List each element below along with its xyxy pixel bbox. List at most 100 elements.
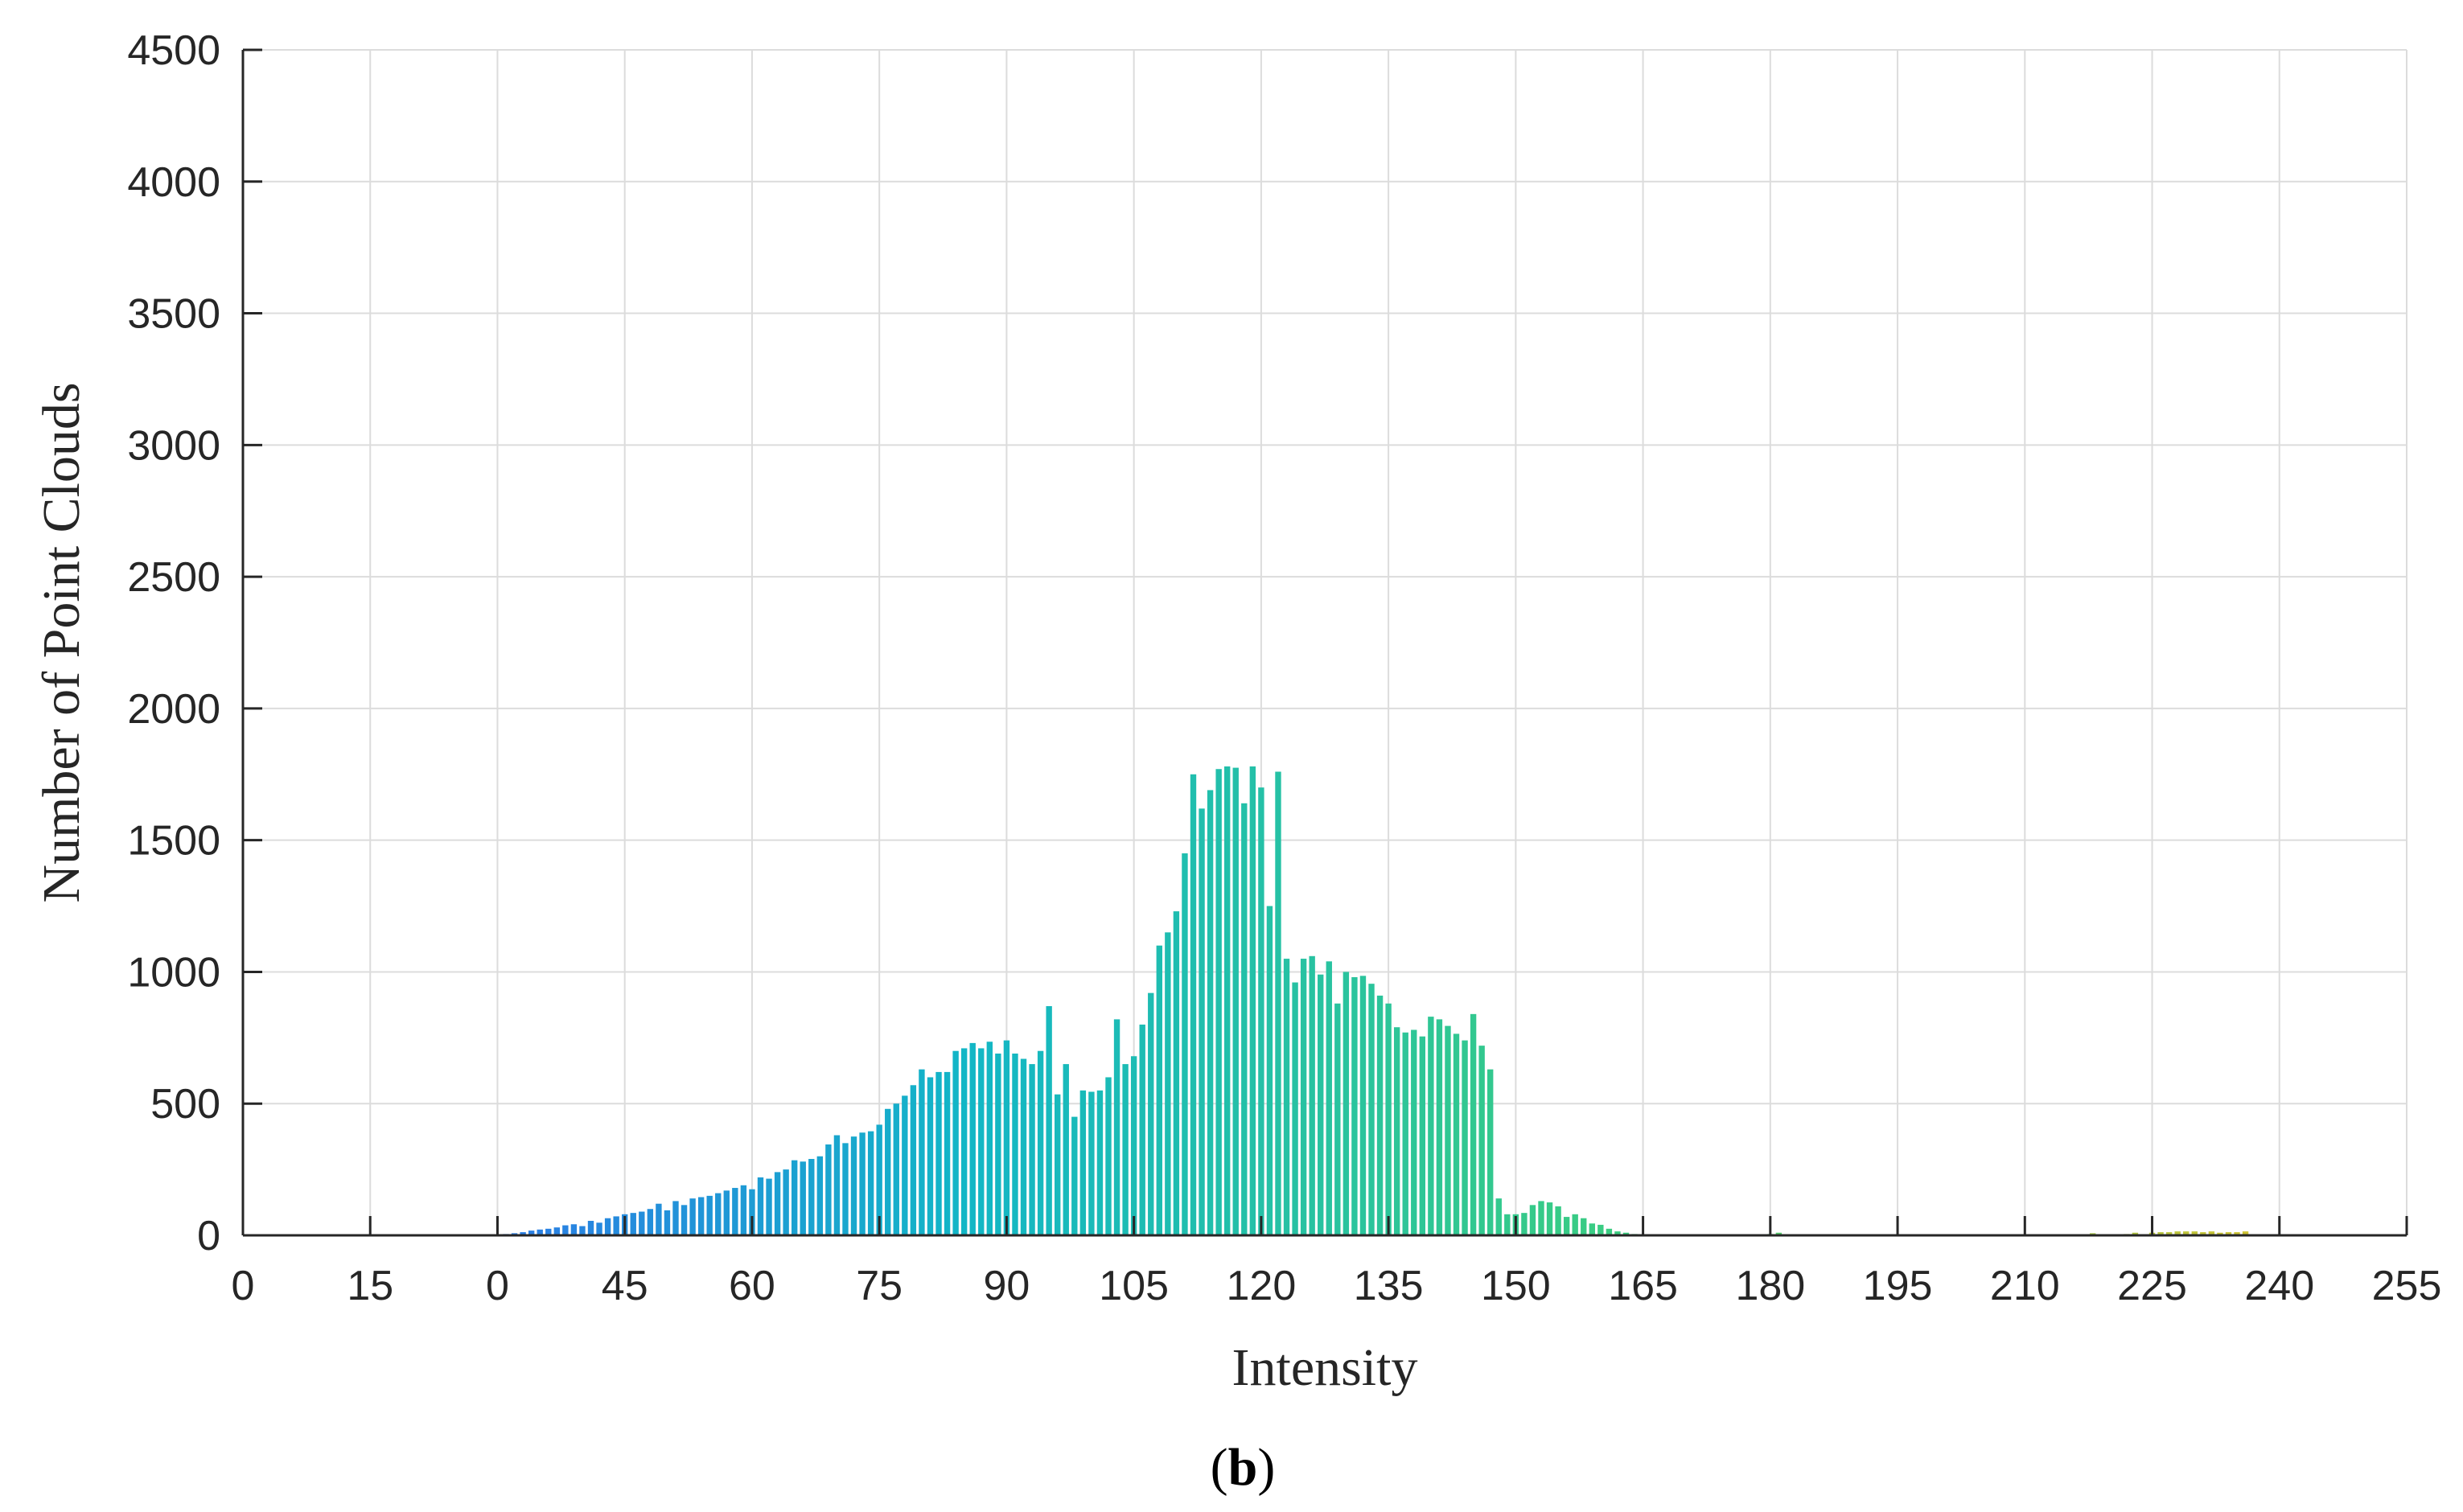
histogram-bar [808,1159,815,1235]
histogram-bar [1300,959,1307,1235]
x-tick-label: 150 [1481,1263,1551,1309]
x-tick-label: 105 [1099,1263,1169,1309]
y-tick-label: 0 [197,1213,220,1259]
histogram-bar [1343,972,1350,1235]
histogram-bar [537,1229,543,1235]
histogram-bar [1207,790,1214,1235]
x-tick-label: 75 [856,1263,903,1309]
histogram-bar [1393,1027,1400,1235]
histogram-bar [1148,992,1154,1235]
histogram-bar [528,1231,535,1235]
x-axis-title: Intensity [1232,1338,1418,1397]
histogram-bar [1020,1058,1027,1235]
histogram-bar [766,1178,772,1235]
x-tick-label: 195 [1863,1263,1933,1309]
histogram-bar [1012,1053,1018,1235]
y-tick-label: 4500 [127,27,220,74]
y-tick-label: 3000 [127,422,220,469]
histogram-bar [1538,1201,1544,1235]
histogram-bar [672,1201,679,1235]
histogram-bar [656,1203,662,1235]
histogram-bar [1385,1003,1392,1235]
histogram-bar [1326,961,1332,1235]
histogram-bar [1232,767,1239,1235]
histogram-bar [2183,1231,2190,1235]
histogram-bar [1563,1217,1570,1235]
histogram-bar [630,1213,636,1235]
histogram-bar [1376,995,1384,1235]
x-tick-label: 120 [1226,1263,1296,1309]
histogram-bar [1470,1013,1477,1235]
histogram-bar [1113,1019,1120,1235]
y-axis-ticks: 0 500 1000 1500 2000 2500 3000 3500 4000 4500 [127,27,262,1259]
histogram-bar [604,1218,611,1235]
histogram-bars [503,766,2249,1235]
histogram-bar [935,1071,942,1235]
histogram-bar [1775,1232,1782,1235]
histogram-bar [1071,1116,1078,1235]
histogram-bar [800,1161,806,1235]
histogram-bar [1096,1090,1104,1235]
histogram-bar [952,1050,959,1235]
histogram-bar [783,1169,789,1235]
x-axis-ticks: 0 15 0 45 60 75 90 105 120 135 150 165 180 195 210 225 2… [232,1216,2442,1309]
histogram-bar [723,1190,730,1235]
histogram-bar [1258,787,1264,1235]
histogram-bar [978,1048,985,1235]
histogram-bar [927,1077,934,1235]
histogram-bar [587,1220,594,1235]
histogram-bar [1003,1040,1010,1235]
histogram-bar [757,1177,764,1235]
x-tick-label: 0 [232,1263,255,1309]
histogram-bar [579,1226,586,1235]
histogram-bar [520,1232,526,1235]
grid-lines [243,49,2407,1235]
histogram-bar [2217,1232,2223,1235]
histogram-bar [1572,1214,1578,1235]
histogram-bar [1182,853,1188,1235]
histogram-bar [1139,1024,1145,1235]
histogram-bar [1266,906,1273,1235]
histogram-bar [1478,1046,1485,1235]
histogram-bar [732,1188,738,1235]
histogram-bar [1283,959,1290,1235]
histogram-bar [1495,1198,1502,1235]
x-tick-label: 60 [729,1263,775,1309]
histogram-bar [969,1042,976,1235]
histogram-bar [833,1135,841,1235]
histogram-bar [2200,1232,2206,1235]
histogram-bar [1156,945,1162,1235]
histogram-bar [1504,1214,1511,1235]
y-tick-label: 4000 [127,159,220,206]
x-tick-label: 255 [2372,1263,2442,1309]
histogram-bar [1173,911,1180,1235]
histogram-bar [596,1222,602,1235]
histogram-bar [995,1053,1001,1235]
histogram-bar [1199,808,1205,1235]
histogram-bar [1597,1224,1604,1235]
histogram-bar [1046,1006,1052,1235]
histogram-bar [960,1048,968,1235]
histogram-bar [647,1209,654,1235]
histogram-bar [1037,1050,1044,1235]
x-tick-label: 180 [1735,1263,1805,1309]
y-tick-label: 500 [150,1081,220,1128]
histogram-bar [893,1103,899,1235]
histogram-bar [1334,1003,1341,1235]
histogram-bar [1351,976,1358,1235]
histogram-bar [902,1095,908,1235]
histogram-bar [2191,1231,2198,1235]
y-tick-label: 1500 [127,818,220,865]
histogram-bar [1581,1218,1587,1235]
histogram-bar [876,1124,882,1235]
x-tick-label: 165 [1608,1263,1678,1309]
histogram-bar [1402,1032,1408,1235]
histogram-bar [570,1224,578,1235]
y-tick-label: 2000 [127,686,220,733]
histogram-bar [791,1160,798,1235]
histogram-bar [1589,1223,1595,1235]
x-tick-label: 15 [347,1263,393,1309]
histogram-bar [689,1198,696,1235]
histogram-bar [1411,1029,1417,1235]
